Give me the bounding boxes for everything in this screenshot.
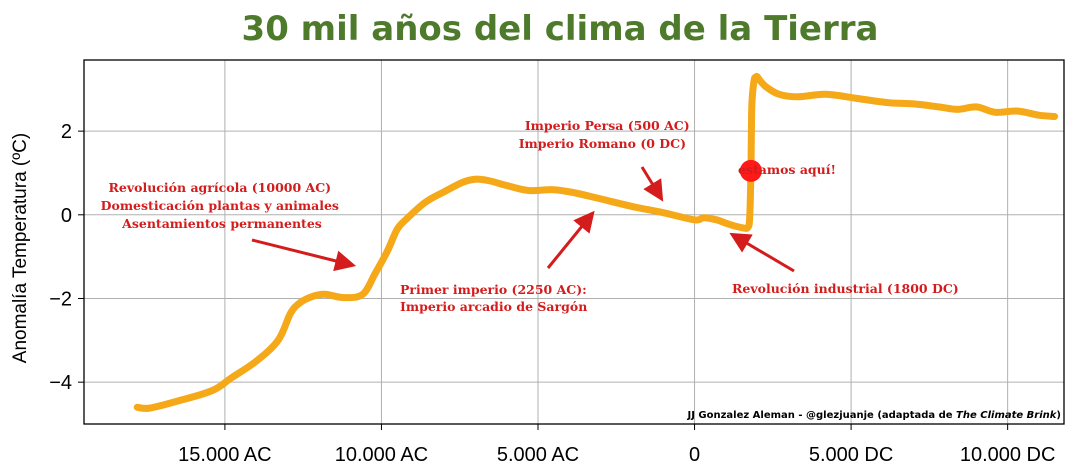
annotation-agricultural: Revolución agrícola (10000 AC) Domestica… <box>101 180 344 231</box>
credit-text: JJ Gonzalez Aleman - @glezjuanje (adapta… <box>686 410 1061 421</box>
axis-ticks: 15.000 AC 10.000 AC 5.000 AC 0 5.000 DC 10.00… <box>49 121 1055 466</box>
credit-source: The Climate Brink <box>956 410 1058 421</box>
credit-close: ) <box>1056 410 1061 421</box>
x-tick-label: 15.000 AC <box>178 444 271 466</box>
arrow-first-empire <box>546 210 595 269</box>
annotation-agricultural-line-1: Revolución agrícola (10000 AC) <box>109 180 332 195</box>
arrow-agricultural <box>251 238 357 272</box>
annotation-agricultural-line-3: Asentamientos permanentes <box>121 216 322 231</box>
x-tick-label: 5.000 DC <box>809 444 894 466</box>
y-axis-label: Anomalía Temperatura (ºC) <box>10 133 31 363</box>
y-tick-label: 2 <box>61 121 72 143</box>
annotation-persian-roman-line-1: Imperio Persa (500 AC) <box>525 118 690 133</box>
now-marker <box>739 159 762 182</box>
x-tick-label: 0 <box>689 444 700 466</box>
grid <box>84 60 1064 424</box>
temperature-series-line <box>133 73 1059 412</box>
arrow-industrial <box>729 232 795 273</box>
annotation-first-empire-line-2: Imperio arcadio de Sargón <box>400 299 587 314</box>
x-tick-label: 10.000 DC <box>960 444 1056 466</box>
chart-title: 30 mil años del clima de la Tierra <box>242 9 879 49</box>
annotation-persian-roman: Imperio Persa (500 AC) Imperio Romano (0… <box>519 118 694 151</box>
x-tick-label: 5.000 AC <box>497 444 579 466</box>
y-tick-label: −2 <box>49 288 72 310</box>
annotation-first-empire: Primer imperio (2250 AC): Imperio arcadi… <box>400 282 591 314</box>
annotation-persian-roman-line-2: Imperio Romano (0 DC) <box>519 136 686 151</box>
now-marker-label: estamos aquí! <box>738 162 836 177</box>
x-tick-label: 10.000 AC <box>335 444 428 466</box>
annotation-agricultural-line-2: Domesticación plantas y animales <box>101 198 339 213</box>
plot-frame <box>83 59 1065 425</box>
annotation-industrial: Revolución industrial (1800 DC) <box>732 281 959 296</box>
arrow-persian-roman <box>640 166 664 202</box>
y-tick-label: −4 <box>49 372 72 394</box>
y-tick-label: 0 <box>61 205 72 227</box>
credit-author: JJ Gonzalez Aleman - @glezjuanje (adapta… <box>686 410 956 421</box>
annotation-first-empire-line-1: Primer imperio (2250 AC): <box>400 282 587 297</box>
